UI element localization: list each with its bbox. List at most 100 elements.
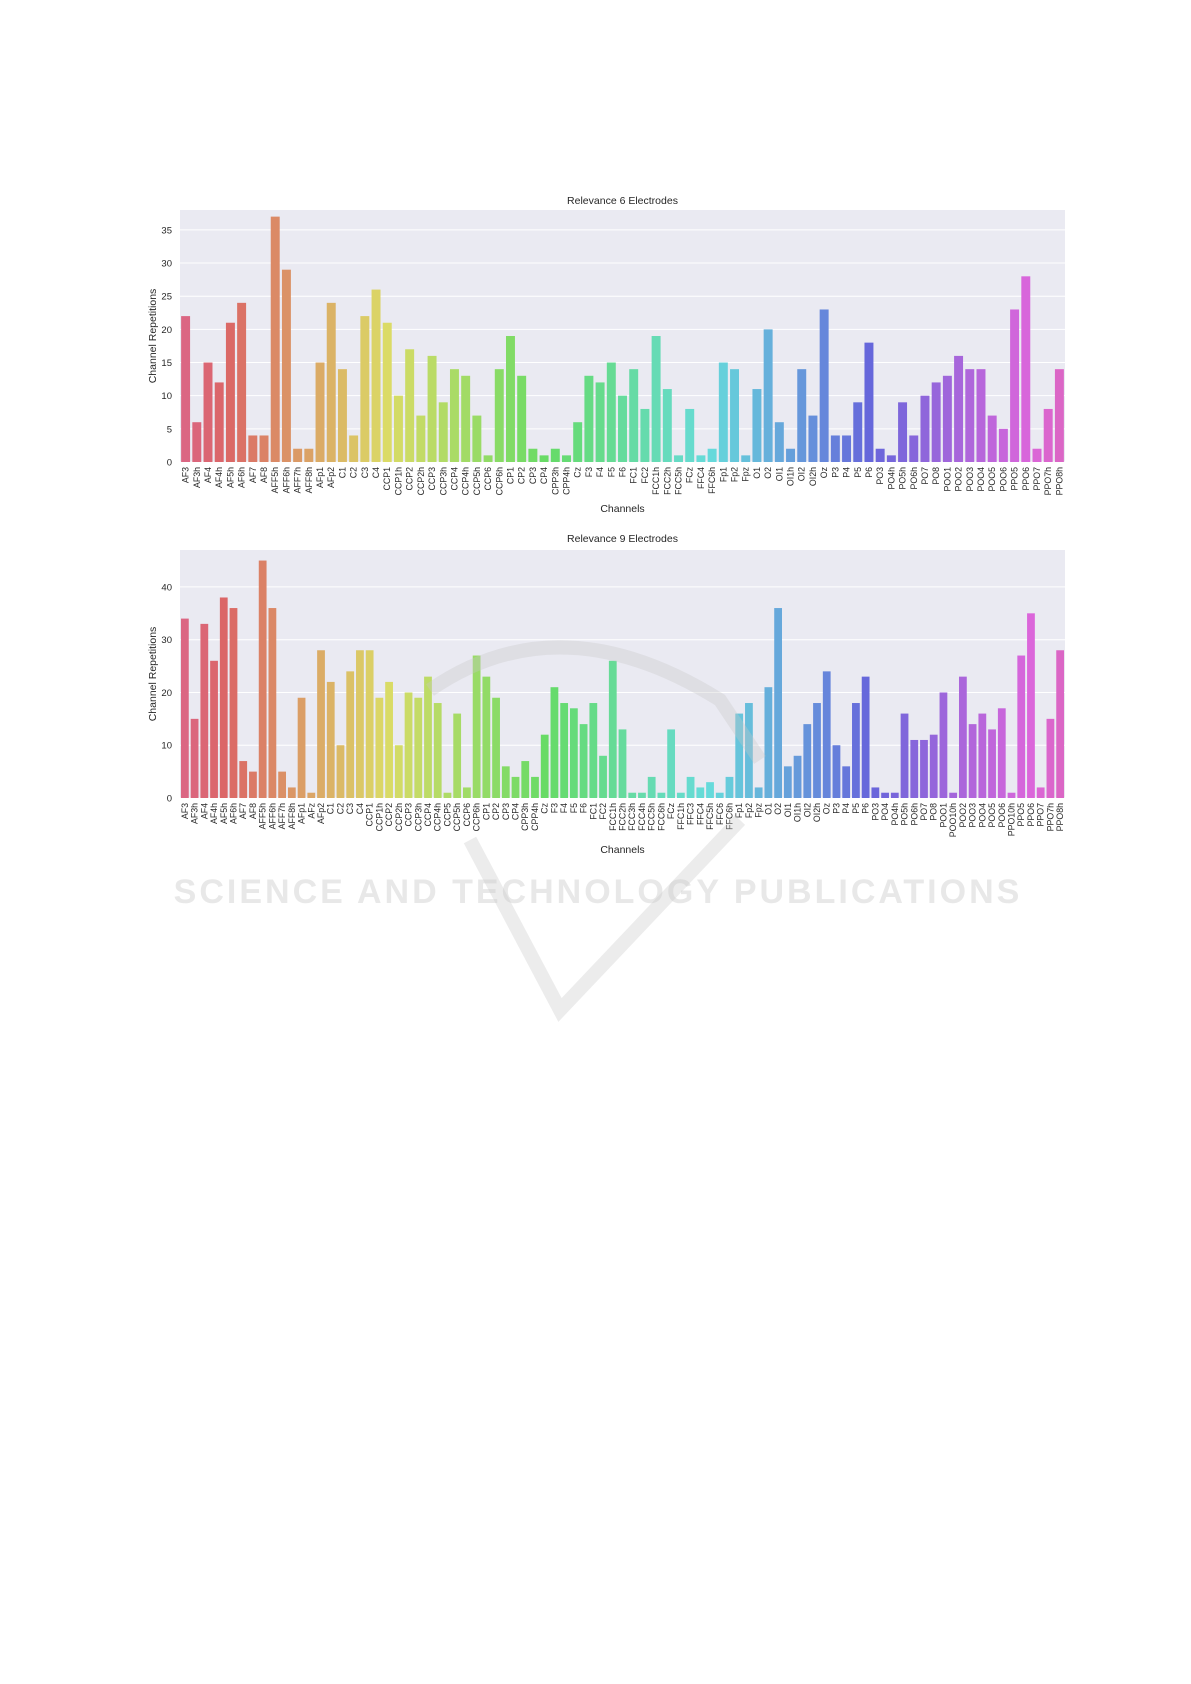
x-tick-label: AF7	[238, 803, 248, 819]
bar-PO6h	[909, 435, 919, 462]
bar-CCP3	[427, 355, 437, 462]
x-tick-label: AFF7h	[293, 467, 303, 494]
x-tick-label: PO4h	[890, 803, 900, 826]
x-tick-label: PO4	[880, 803, 890, 821]
y-tick-label: 10	[161, 391, 172, 402]
bar-FFC6	[715, 792, 724, 798]
x-tick-label: PPO7	[1036, 803, 1046, 827]
x-tick-label: AFp2	[316, 803, 326, 824]
x-tick-label: P5	[853, 467, 863, 478]
y-tick-label: 25	[161, 292, 172, 303]
bar-Fp1	[718, 362, 728, 462]
bar-Oz	[822, 671, 831, 798]
x-tick-label: CCP5h	[452, 803, 462, 831]
x-tick-label: CCP5h	[472, 467, 482, 495]
y-tick-label: 20	[161, 325, 172, 336]
bar-P4	[842, 766, 851, 798]
x-tick-label: POO3	[965, 467, 975, 492]
bar-F5	[569, 708, 578, 798]
y-tick-label: 15	[161, 358, 172, 369]
bar-PO4	[881, 792, 889, 798]
x-tick-label: CPP4h	[561, 467, 571, 495]
x-tick-label: FCz	[685, 467, 695, 483]
bar-AF8	[249, 771, 257, 798]
x-tick-label: PPO8h	[1055, 803, 1065, 831]
bar-CPP4h	[562, 455, 571, 462]
x-tick-label: POO4	[977, 803, 987, 828]
x-tick-label: AFF5h	[258, 803, 268, 830]
x-axis-label: Channels	[600, 844, 644, 856]
x-tick-label: F5	[569, 803, 579, 813]
bar-F6	[579, 724, 588, 798]
x-tick-label: CCP1h	[374, 803, 384, 831]
x-tick-label: CPP4h	[530, 803, 540, 831]
bar-PPO6	[1027, 613, 1035, 798]
x-tick-label: FFC3	[686, 803, 696, 825]
bar-CCP6h	[472, 655, 481, 798]
bar-CP2	[517, 375, 527, 462]
bar-CCP1	[382, 322, 392, 462]
x-tick-label: AFp1	[297, 803, 307, 824]
bar-POO5	[988, 729, 996, 798]
x-tick-label: POO10h	[948, 803, 958, 837]
bar-OI1	[783, 766, 792, 798]
x-tick-label: CP2	[517, 467, 527, 484]
bar-AF4	[200, 623, 209, 798]
x-tick-label: FCC5h	[647, 803, 657, 831]
x-tick-label: CCP6h	[494, 467, 504, 495]
bar-POO1	[939, 692, 948, 798]
bar-FFC1h	[676, 792, 685, 798]
x-tick-label: CCP6h	[472, 803, 482, 831]
x-tick-label: FCC2h	[618, 803, 628, 831]
bar-FCC2h	[618, 729, 627, 798]
bar-AFF7h	[278, 771, 287, 798]
bar-FFC6h	[707, 448, 717, 462]
x-tick-label: AF6h	[237, 467, 247, 488]
bar-PO4h	[886, 455, 896, 462]
x-tick-label: F3	[549, 803, 559, 813]
x-tick-label: FC1	[588, 803, 598, 820]
bar-POO4	[976, 369, 986, 462]
x-tick-label: AF3	[181, 467, 191, 483]
x-tick-label: AF5h	[219, 803, 229, 824]
bar-POO2	[954, 355, 964, 462]
x-tick-label: P4	[841, 803, 851, 814]
bar-AF4	[203, 362, 213, 462]
x-tick-label: PO4h	[886, 467, 896, 490]
x-tick-label: AFF6h	[267, 803, 277, 830]
x-tick-label: OI2	[797, 467, 807, 481]
x-tick-label: AF8	[259, 467, 269, 483]
x-tick-label: F6	[618, 467, 628, 477]
bar-OI2	[803, 724, 812, 798]
x-tick-label: OI2h	[808, 467, 818, 486]
x-tick-label: P5	[851, 803, 861, 814]
bar-PPO7	[1036, 787, 1045, 798]
x-tick-label: FCC6h	[656, 803, 666, 831]
x-tick-label: FFC4	[696, 467, 706, 489]
bar-PPO7	[1032, 448, 1042, 462]
bar-AF8	[259, 435, 269, 462]
bar-P3	[832, 745, 841, 798]
bar-PO8	[931, 382, 941, 462]
x-tick-label: CCP3	[427, 467, 437, 491]
x-tick-label: C3	[360, 467, 370, 478]
x-tick-label: AFF8h	[287, 803, 297, 830]
bar-AF6h	[237, 302, 247, 462]
x-tick-label: AFF5h	[270, 467, 280, 494]
bar-CCP3h	[414, 697, 423, 798]
x-tick-label: Fpz	[754, 803, 764, 818]
x-tick-label: PO5h	[900, 803, 910, 826]
bar-FCz	[667, 729, 676, 798]
bar-CP4	[511, 776, 520, 798]
x-tick-label: FFC6	[715, 803, 725, 825]
x-tick-label: CP1	[505, 467, 515, 484]
x-tick-label: PO5h	[898, 467, 908, 490]
x-tick-label: FCC1h	[608, 803, 618, 831]
x-tick-label: POO2	[958, 803, 968, 828]
x-tick-label: AF6h	[228, 803, 238, 824]
bar-PPO10h	[1007, 792, 1016, 798]
bar-AFF5h	[270, 216, 280, 462]
bar-Fp2	[745, 703, 753, 798]
bar-FC1	[589, 703, 598, 798]
